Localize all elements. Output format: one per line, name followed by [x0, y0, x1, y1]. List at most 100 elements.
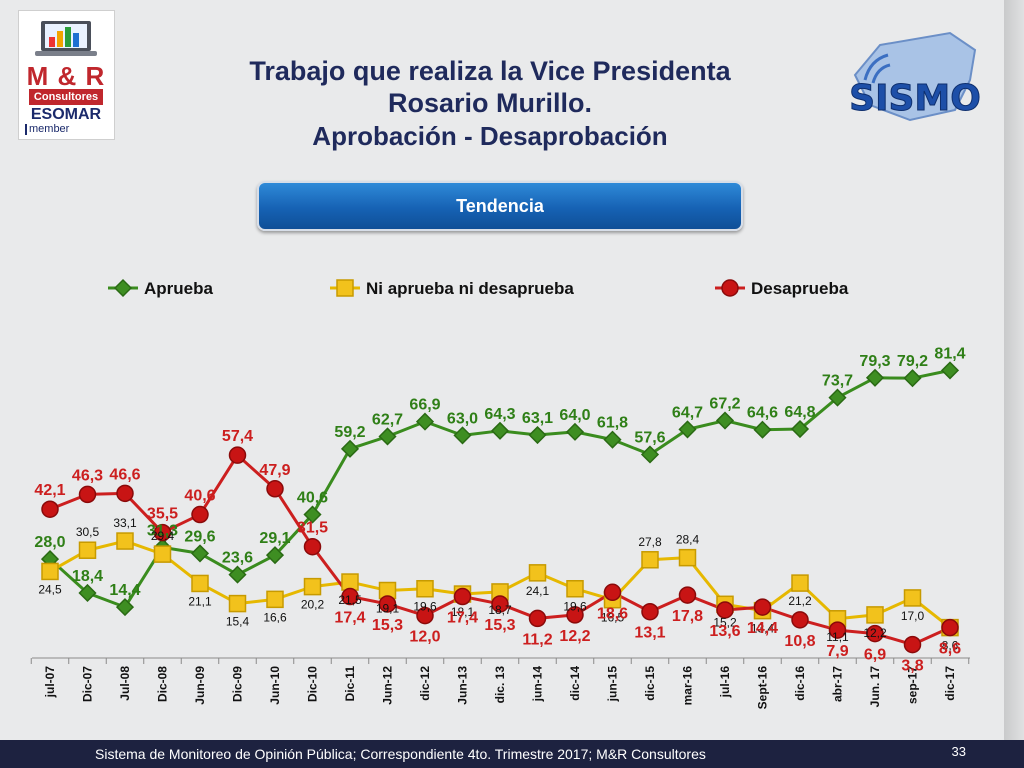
data-point	[265, 546, 285, 565]
data-point	[191, 505, 209, 524]
footer-bar: Sistema de Monitoreo de Opinión Pública;…	[0, 740, 1024, 768]
laptop-chart-icon	[35, 21, 97, 56]
right-frame	[1004, 0, 1024, 740]
data-point	[828, 388, 847, 407]
data-point	[191, 574, 209, 593]
data-point	[678, 420, 697, 439]
x-tick-label: dic-16	[793, 666, 807, 701]
data-label: 46,3	[72, 467, 103, 484]
data-label: 19,1	[376, 602, 400, 616]
data-point	[228, 446, 247, 464]
x-tick-label: Dic-08	[156, 666, 170, 702]
x-tick-label: Dic-07	[81, 666, 95, 702]
data-label: 17,0	[901, 609, 925, 623]
data-label: 17,4	[447, 610, 478, 627]
legend-marker	[336, 279, 354, 297]
data-point	[190, 544, 210, 563]
data-label: 64,0	[559, 407, 590, 424]
data-point	[116, 484, 134, 503]
page-title: Trabajo que realiza la Vice Presidenta R…	[150, 55, 830, 153]
x-tick-label: jul-07	[43, 666, 57, 699]
data-point	[266, 480, 284, 498]
x-tick-label: Jun-10	[268, 666, 282, 705]
x-tick-label: Jun. 17	[868, 666, 882, 708]
data-label: 21,5	[338, 593, 362, 607]
data-label: 16,6	[263, 610, 287, 624]
x-tick-label: jul-16	[718, 666, 732, 699]
data-label: 15,3	[372, 617, 403, 634]
x-tick-label: dic-17	[943, 666, 957, 701]
data-point	[491, 595, 509, 613]
data-point	[941, 618, 959, 637]
data-point	[753, 598, 772, 616]
data-label: 11,1	[826, 630, 849, 644]
logo-brand: M & R	[26, 61, 106, 91]
title-line-1: Trabajo que realiza la Vice Presidenta	[249, 56, 731, 86]
data-label: 28,4	[676, 533, 700, 547]
data-point	[903, 589, 922, 607]
data-point	[678, 548, 697, 567]
data-label: 15,4	[226, 615, 250, 629]
data-label: 64,8	[784, 404, 815, 421]
data-point	[116, 532, 134, 550]
data-point	[753, 420, 772, 439]
data-label: 79,3	[859, 353, 890, 370]
data-point	[303, 505, 322, 524]
x-tick-label: Jun-13	[456, 666, 470, 705]
data-label: 63,1	[522, 410, 553, 427]
data-label: 62,7	[372, 411, 403, 428]
data-point	[641, 551, 659, 569]
data-point	[791, 611, 809, 629]
data-point	[640, 445, 660, 464]
data-label: 16,5	[601, 611, 625, 625]
data-point	[566, 579, 584, 598]
data-label: 12,2	[863, 626, 887, 640]
data-label: 28,0	[34, 534, 65, 551]
data-point	[78, 541, 97, 559]
x-tick-label: Dic-09	[231, 666, 245, 702]
data-point	[828, 621, 847, 639]
data-label: 17,4	[334, 610, 365, 627]
data-point	[715, 411, 735, 430]
data-label: 64,3	[484, 406, 515, 423]
data-label: 18,1	[451, 605, 475, 619]
data-point	[866, 624, 884, 643]
data-label: 18,4	[72, 568, 103, 585]
legend-label: Aprueba	[144, 279, 214, 298]
title-line-2: Rosario Murillo.	[387, 88, 593, 118]
data-label: 6,9	[864, 647, 886, 664]
x-tick-label: dic-14	[568, 666, 582, 701]
data-label: 40,6	[184, 488, 215, 505]
data-label: 66,9	[409, 397, 440, 414]
data-point	[903, 369, 922, 388]
data-label: 11,2	[522, 631, 552, 648]
data-point	[716, 601, 734, 619]
data-point	[41, 562, 59, 581]
data-label: 29,4	[151, 529, 175, 543]
chart-legend: Aprueba Ni aprueba ni desaprueba Desaprueb…	[108, 278, 849, 298]
page-number: 33	[951, 744, 966, 759]
data-label: 47,9	[259, 462, 290, 479]
x-tick-label: sep-17	[906, 666, 920, 704]
data-label: 13,1	[634, 625, 665, 642]
data-label: 19,6	[413, 600, 437, 614]
data-point	[678, 586, 697, 604]
data-point	[790, 419, 810, 439]
logo-subtitle: Consultores	[29, 89, 103, 105]
legend-marker	[113, 278, 133, 298]
title-line-3: Aprobación - Desaprobación	[312, 121, 668, 151]
data-label: 57,4	[222, 428, 253, 445]
data-labels: 28,0 18,4 14,4 31,3 29,6 23,6 29,1 40,6 59,2 62,7…	[34, 345, 965, 674]
data-label: 15,3	[484, 617, 515, 634]
data-point	[378, 427, 397, 446]
x-tick-label: Jul-08	[118, 666, 132, 701]
data-point	[866, 606, 884, 624]
data-point	[378, 595, 397, 613]
x-tick-label: mar-16	[681, 666, 695, 706]
data-label: 59,2	[334, 424, 365, 441]
data-label: 18,6	[597, 605, 628, 622]
data-label: 18,7	[488, 603, 512, 617]
data-point	[78, 583, 97, 603]
data-point	[416, 579, 434, 598]
data-point	[528, 425, 547, 445]
